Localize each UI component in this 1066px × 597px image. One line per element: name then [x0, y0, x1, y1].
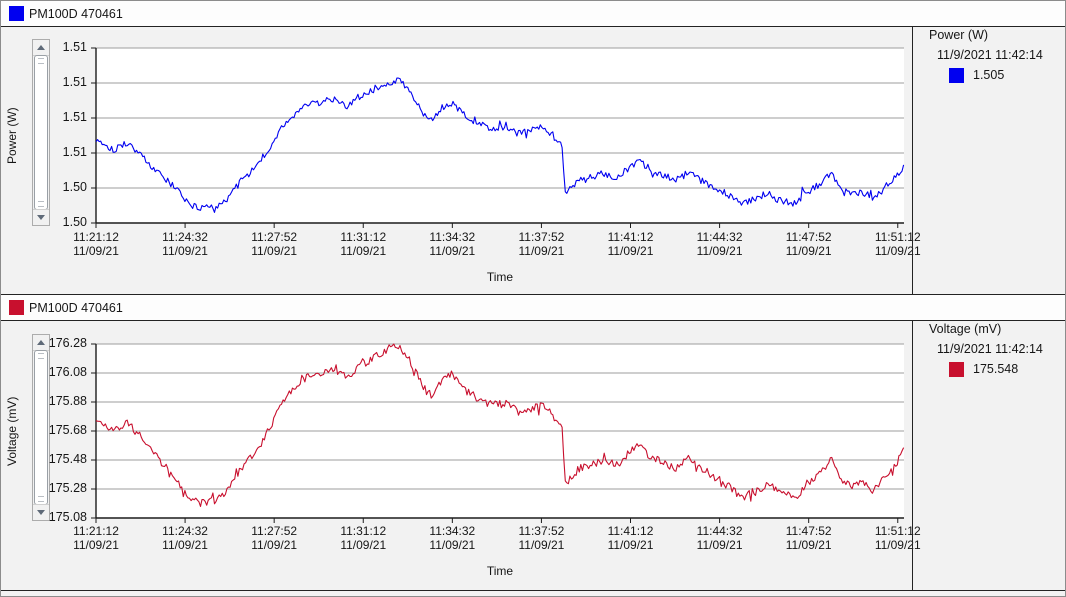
power-y-scale-scrollbar[interactable] [32, 39, 50, 226]
y-tick-label: 175.28 [48, 481, 87, 495]
arrow-up-icon [37, 45, 45, 50]
window-bottom-strip [1, 591, 1065, 596]
voltage-y-scale-scrollbar[interactable] [32, 334, 50, 521]
x-tick-label: 11:21:12 11/09/21 [73, 524, 119, 552]
voltage-y-axis-title: Voltage (mV) [5, 396, 19, 466]
voltage-info-title: Voltage (mV) [929, 322, 1002, 336]
y-tick-label: 1.50 [62, 215, 87, 229]
power-legend-strip: PM100D 470461 [1, 1, 1065, 27]
power-y-tick-labels: 1.51 1.51 1.51 1.51 1.50 1.50 [47, 40, 87, 229]
y-tick-label: 175.48 [48, 452, 87, 466]
power-info-timestamp: 11/9/2021 11:42:14 [937, 48, 1043, 62]
thumb-grip-icon[interactable] [38, 496, 44, 502]
power-scrollbar-down-button[interactable] [33, 209, 49, 225]
y-tick-label: 176.08 [48, 365, 87, 379]
y-tick-label: 1.51 [62, 40, 87, 54]
power-y-axis-title: Power (W) [5, 107, 19, 164]
thumb-grip-icon[interactable] [38, 201, 44, 207]
x-tick-label: 11:27:52 11/09/21 [251, 230, 298, 258]
y-tick-label: 1.51 [62, 110, 87, 124]
panel-separator [912, 321, 913, 590]
voltage-x-tick-labels: 11:21:12 11/09/21 11:24:32 11/09/21 11:27:52… [73, 524, 921, 555]
voltage-y-tick-labels: 176.28 176.08 175.88 175.68 175.48 175.28 175.… [47, 336, 87, 524]
voltage-scrollbar-down-button[interactable] [33, 504, 49, 520]
x-tick-label: 11:44:32 11/09/21 [696, 524, 743, 552]
x-tick-label: 11:51:12 11/09/21 [874, 230, 921, 258]
voltage-current-value-panel: Voltage (mV) 11/9/2021 11:42:14 175.548 [913, 321, 1065, 590]
series-line [95, 77, 905, 213]
power-info-swatch-icon [949, 68, 964, 83]
power-chart-plot[interactable] [90, 47, 910, 230]
voltage-chart-plot[interactable] [90, 343, 910, 525]
voltage-series-swatch-icon [9, 300, 24, 315]
x-tick-label: 11:31:12 11/09/21 [340, 524, 387, 552]
x-tick-label: 11:37:52 11/09/21 [518, 524, 565, 552]
voltage-info-swatch-icon [949, 362, 964, 377]
arrow-down-icon [37, 510, 45, 515]
power-current-value-panel: Power (W) 11/9/2021 11:42:14 1.505 [913, 27, 1065, 294]
y-tick-label: 1.51 [62, 145, 87, 159]
x-tick-label: 11:24:32 11/09/21 [162, 230, 208, 258]
power-current-value: 1.505 [973, 68, 1005, 82]
x-tick-label: 11:34:32 11/09/21 [429, 524, 476, 552]
voltage-info-timestamp: 11/9/2021 11:42:14 [937, 342, 1043, 356]
arrow-up-icon [37, 340, 45, 345]
voltage-scrollbar-thumb[interactable] [34, 350, 48, 505]
voltage-current-value: 175.548 [973, 362, 1019, 376]
series-line [95, 343, 905, 508]
x-tick-label: 11:31:12 11/09/21 [340, 230, 387, 258]
x-tick-label: 11:44:32 11/09/21 [696, 230, 743, 258]
x-tick-label: 11:37:52 11/09/21 [518, 230, 565, 258]
voltage-x-axis-title: Time [486, 564, 514, 578]
power-x-tick-labels: 11:21:12 11/09/21 11:24:32 11/09/21 11:27:52… [73, 230, 921, 261]
power-scrollbar-thumb[interactable] [34, 55, 48, 210]
x-tick-label: 11:47:52 11/09/21 [785, 230, 832, 258]
x-tick-label: 11:24:32 11/09/21 [162, 524, 208, 552]
x-tick-label: 11:34:32 11/09/21 [429, 230, 476, 258]
x-tick-label: 11:21:12 11/09/21 [73, 230, 119, 258]
thumb-grip-icon[interactable] [38, 58, 44, 64]
y-tick-label: 175.08 [48, 510, 87, 524]
power-series-swatch-icon [9, 6, 24, 21]
y-tick-label: 1.51 [62, 75, 87, 89]
x-tick-label: 11:41:12 11/09/21 [607, 230, 654, 258]
power-legend-device-label: PM100D 470461 [29, 6, 123, 21]
voltage-legend-device-label: PM100D 470461 [29, 300, 123, 315]
voltage-legend-strip: PM100D 470461 [1, 295, 1065, 321]
power-chart-body: Power (W) 1.51 1.51 1.51 1.51 1.50 1.50 11:21… [1, 27, 1065, 295]
power-info-title: Power (W) [929, 28, 989, 42]
y-tick-label: 175.88 [48, 394, 87, 408]
thumb-grip-icon[interactable] [38, 353, 44, 359]
x-tick-label: 11:47:52 11/09/21 [785, 524, 832, 552]
arrow-down-icon [37, 215, 45, 220]
y-tick-label: 176.28 [48, 336, 87, 350]
x-tick-label: 11:41:12 11/09/21 [607, 524, 654, 552]
y-tick-label: 1.50 [62, 180, 87, 194]
voltage-chart-body: Voltage (mV) 176.28 176.08 175.88 175.68 175… [1, 321, 1065, 591]
power-x-axis-title: Time [486, 270, 514, 284]
x-tick-label: 11:51:12 11/09/21 [874, 524, 921, 552]
x-tick-label: 11:27:52 11/09/21 [251, 524, 298, 552]
panel-separator [912, 27, 913, 294]
y-tick-label: 175.68 [48, 423, 87, 437]
